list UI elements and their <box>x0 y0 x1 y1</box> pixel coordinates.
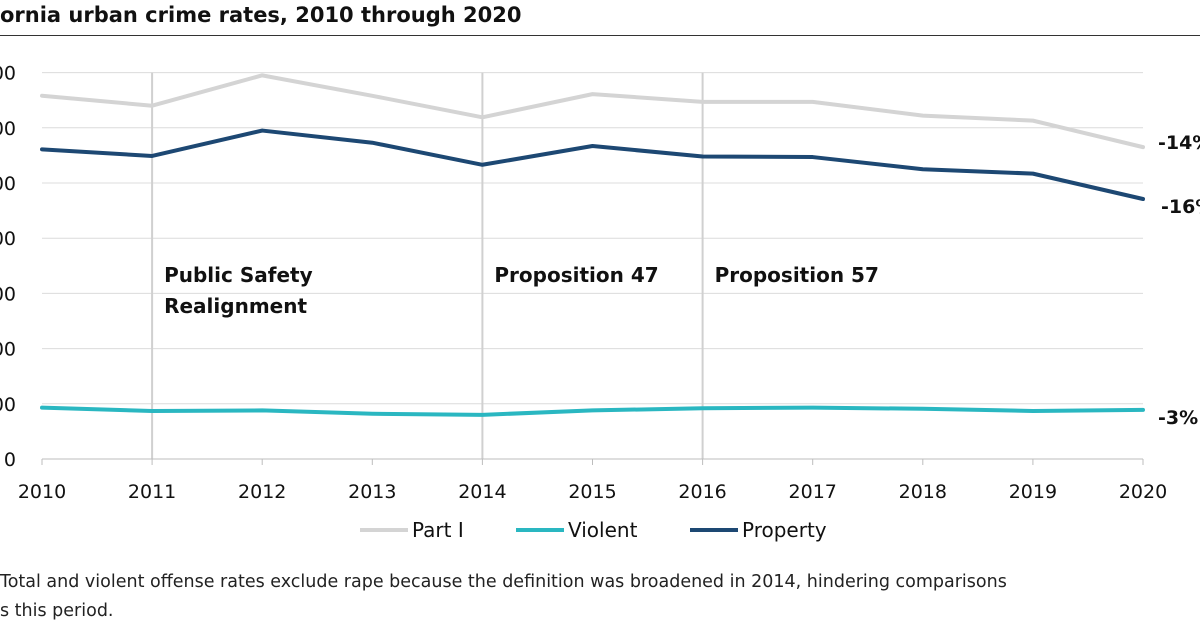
legend-label: Violent <box>568 518 638 542</box>
annotation-label: Proposition 57 <box>715 263 879 287</box>
y-tick-label: 00 <box>0 394 16 416</box>
footnote-line-2: s this period. <box>0 601 114 621</box>
y-tick-label: 00 <box>0 118 16 140</box>
y-tick-label: 00 <box>0 283 16 305</box>
x-tick-label: 2015 <box>568 481 616 503</box>
series-end-label: -14% <box>1158 132 1200 154</box>
footnote-line-1: Total and violent offense rates exclude … <box>0 572 1007 592</box>
chart-title: ornia urban crime rates, 2010 through 20… <box>0 3 522 27</box>
y-tick-label: 00 <box>0 339 16 361</box>
annotation-lines <box>151 72 704 459</box>
title-divider <box>0 35 1200 36</box>
series-line <box>40 73 1145 150</box>
y-tick-label: 00 <box>0 63 16 85</box>
legend: Part I Violent Property <box>360 518 827 542</box>
chart-labels: 0000000000000002010201120122013201420152… <box>0 63 1200 503</box>
gridlines <box>42 72 1143 405</box>
series-end-label: -3% <box>1158 407 1198 429</box>
x-tick-label: 2019 <box>1009 481 1057 503</box>
series-lines <box>40 73 1145 417</box>
x-tick-label: 2012 <box>238 481 286 503</box>
y-tick-label: 00 <box>0 173 16 195</box>
y-tick-label: 0 <box>4 449 16 471</box>
y-tick-label: 00 <box>0 228 16 250</box>
x-tick-label: 2013 <box>348 481 396 503</box>
x-tick-label: 2010 <box>18 481 66 503</box>
axes <box>41 458 1144 465</box>
line-chart: 0000000000000002010201120122013201420152… <box>0 63 1200 542</box>
x-tick-label: 2014 <box>458 481 506 503</box>
annotation-label: Realignment <box>164 294 307 318</box>
x-tick-label: 2011 <box>128 481 176 503</box>
x-tick-label: 2020 <box>1119 481 1167 503</box>
annotation-label: Proposition 47 <box>494 263 658 287</box>
x-tick-label: 2016 <box>678 481 726 503</box>
series-end-label: -16% <box>1161 196 1200 218</box>
x-tick-label: 2018 <box>899 481 947 503</box>
legend-label: Part I <box>412 518 464 542</box>
series-line <box>40 128 1145 202</box>
annotation-label: Public Safety <box>164 263 313 287</box>
legend-label: Property <box>742 518 827 542</box>
series-line <box>40 405 1145 417</box>
x-tick-label: 2017 <box>789 481 837 503</box>
footnote: Total and violent offense rates exclude … <box>0 568 1007 626</box>
